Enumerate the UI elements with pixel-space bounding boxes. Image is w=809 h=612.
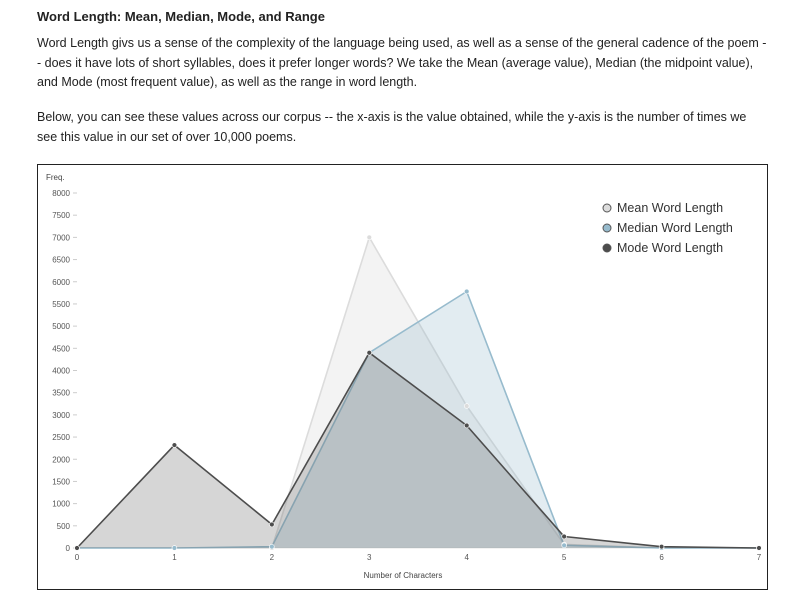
chart-legend: Mean Word Length Median Word Length Mode W…: [602, 201, 733, 255]
mode-point[interactable]: [464, 422, 470, 429]
x-tick-label: 4: [464, 553, 469, 562]
y-axis-ticks: 0 500 1000 1500 2000 2500 3000 3500 4000 4500 5000…: [52, 189, 77, 553]
median-area: [77, 291, 759, 548]
y-axis-label: Freq.: [46, 173, 65, 182]
median-point[interactable]: [561, 542, 567, 549]
x-axis-label: Number of Characters: [364, 571, 443, 580]
x-tick-label: 3: [367, 553, 372, 562]
mean-area: [77, 237, 759, 548]
y-tick-label: 2000: [52, 455, 70, 464]
y-tick-label: 8000: [52, 189, 70, 198]
x-tick-label: 6: [659, 553, 664, 562]
median-point[interactable]: [269, 543, 275, 550]
series-areas: [76, 236, 760, 549]
mode-line: [76, 351, 760, 549]
mode-point[interactable]: [658, 543, 665, 550]
y-tick-label: 6000: [52, 278, 70, 287]
mode-area: [77, 352, 759, 548]
y-tick-label: 5000: [52, 322, 70, 331]
mode-legend-marker: [602, 243, 612, 253]
median-legend-label: Median Word Length: [617, 221, 733, 235]
y-tick-label: 4000: [52, 367, 70, 376]
mode-point[interactable]: [171, 442, 178, 448]
median-point[interactable]: [464, 288, 470, 295]
y-tick-label: 7500: [52, 211, 70, 220]
y-tick-label: 1000: [52, 500, 70, 509]
section-title: Word Length: Mean, Median, Mode, and Ran…: [37, 9, 325, 24]
series-points: [74, 234, 762, 551]
mode-point[interactable]: [366, 350, 372, 356]
y-tick-label: 3500: [52, 389, 70, 398]
chart-frame: 0 500 1000 1500 2000 2500 3000 3500 4000 4500 5000…: [37, 164, 768, 590]
y-tick-label: 1500: [52, 477, 70, 486]
intro-paragraph: Word Length givs us a sense of the compl…: [37, 36, 767, 89]
mean-legend-label: Mean Word Length: [617, 201, 723, 215]
median-line: [77, 290, 759, 549]
x-tick-label: 1: [172, 553, 177, 562]
mode-point[interactable]: [74, 545, 80, 551]
mean-point[interactable]: [366, 234, 372, 241]
x-tick-label: 5: [562, 553, 567, 562]
y-tick-label: 7000: [52, 233, 70, 242]
mode-legend-label: Mode Word Length: [617, 241, 723, 255]
y-tick-label: 0: [66, 544, 71, 553]
y-tick-label: 4500: [52, 344, 70, 353]
median-point[interactable]: [171, 545, 178, 551]
mode-point[interactable]: [269, 521, 275, 528]
mode-point[interactable]: [756, 545, 762, 551]
x-axis-ticks: 0 1 2 3 4 5 6 7: [75, 547, 762, 562]
y-tick-label: 3000: [52, 411, 70, 420]
median-legend-marker: [602, 223, 612, 233]
x-tick-label: 7: [757, 553, 762, 562]
y-tick-label: 5500: [52, 300, 70, 309]
y-tick-label: 2500: [52, 433, 70, 442]
x-tick-label: 2: [270, 553, 275, 562]
word-length-chart: 0 500 1000 1500 2000 2500 3000 3500 4000 4500 5000…: [46, 173, 762, 580]
mean-point[interactable]: [464, 403, 470, 409]
chart-description-paragraph: Below, you can see these values across o…: [37, 110, 747, 144]
y-tick-label: 500: [57, 522, 71, 531]
mean-legend-marker: [602, 203, 612, 213]
mode-point[interactable]: [561, 533, 567, 540]
x-tick-label: 0: [75, 553, 80, 562]
y-tick-label: 6500: [52, 256, 70, 265]
